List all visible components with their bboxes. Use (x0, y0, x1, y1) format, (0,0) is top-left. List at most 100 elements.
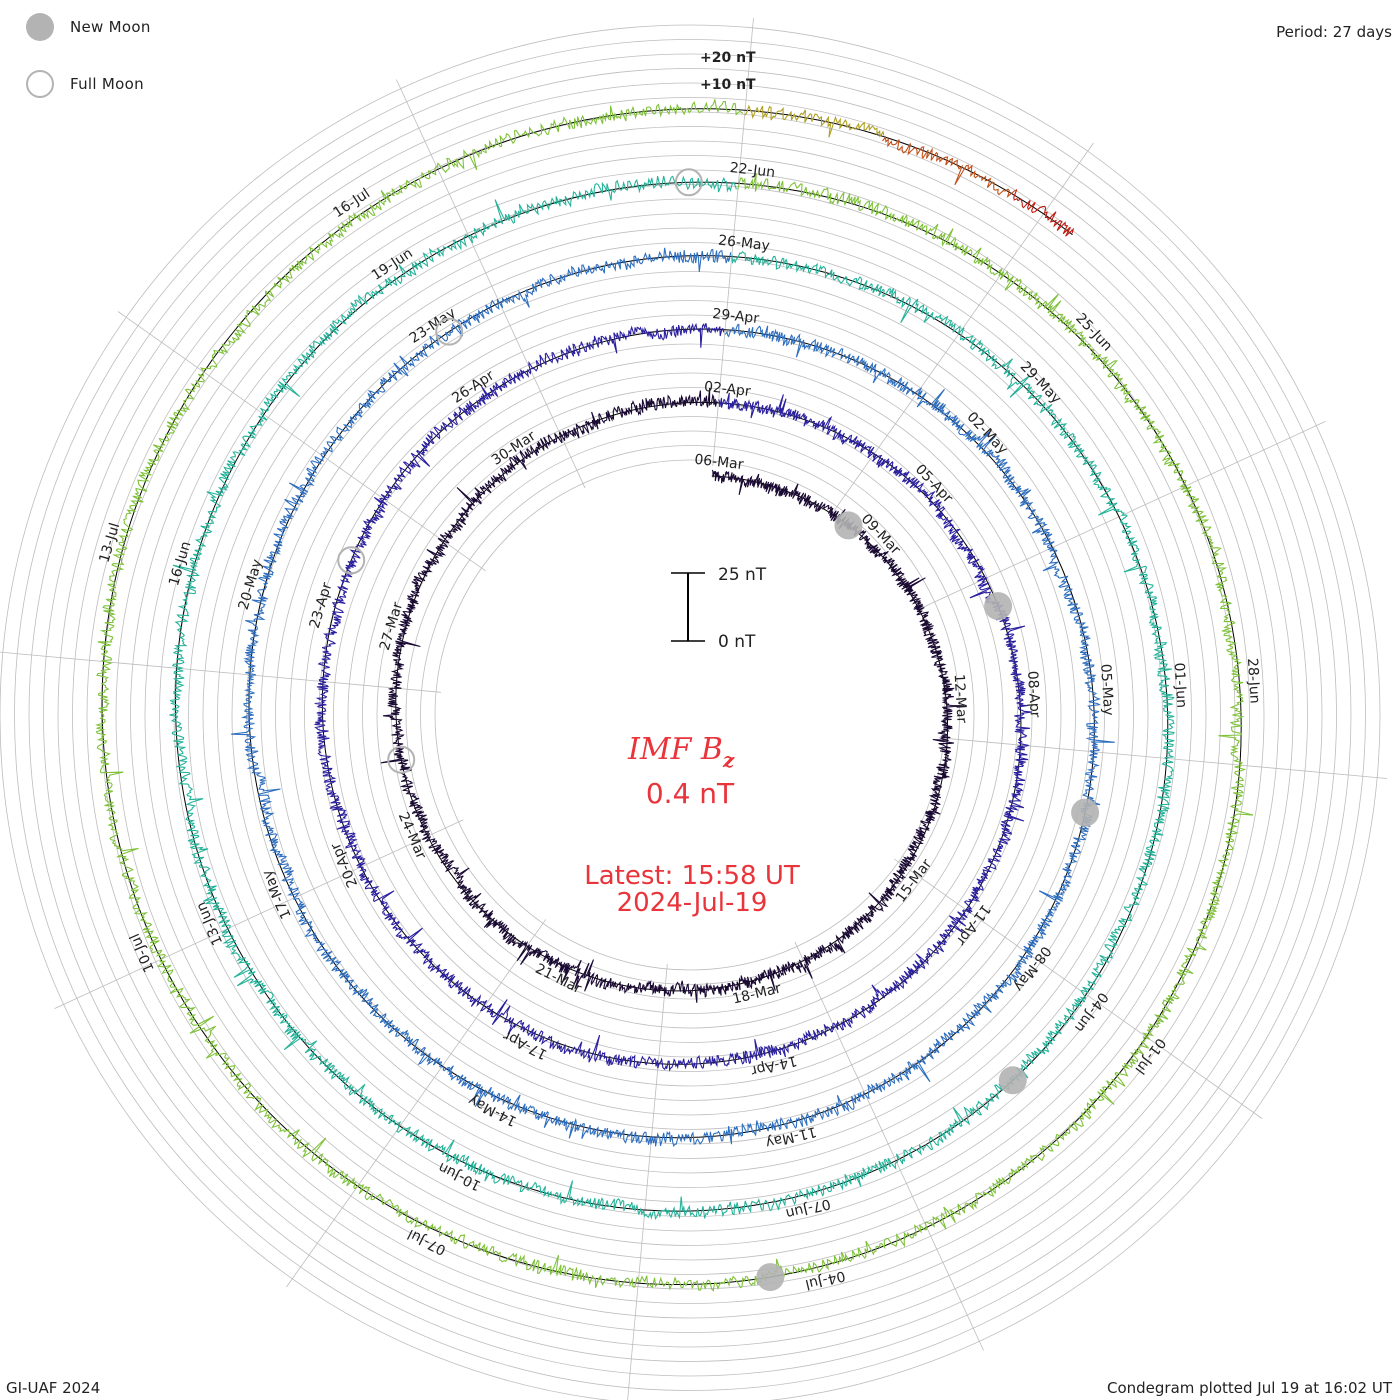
grid-ring-8 (318, 343, 1062, 1087)
date-label-01-Jul: 01-Jul (1132, 1035, 1169, 1077)
date-label-22-Jun: 22-Jun (729, 160, 776, 181)
footer-plotted: Condegram plotted Jul 19 at 16:02 UT (1106, 1379, 1392, 1397)
grid-spoke-2 (916, 421, 1326, 611)
series-rotation-7 (882, 135, 1017, 198)
baseline-spiral (101, 108, 1242, 1285)
date-label-29-Apr: 29-Apr (712, 306, 761, 327)
series-rotation-5 (95, 97, 1254, 1292)
series-rotation-2 (314, 322, 1032, 1072)
date-label-04-Jun: 04-Jun (1071, 989, 1111, 1035)
grid-spoke-9 (0, 651, 442, 693)
grid-ring-3 (391, 416, 989, 1014)
date-label-26-May: 26-May (717, 233, 770, 255)
grid-ring-11 (275, 300, 1105, 1130)
grid-ring-1 (420, 445, 960, 985)
period-label: Period: 27 days (1276, 23, 1392, 41)
footer-credit: GI-UAF 2024 (6, 1379, 101, 1397)
current-value: 0.4 nT (646, 777, 735, 810)
grid-ring-2 (405, 430, 975, 1000)
series-rotation-1 (380, 387, 965, 1003)
full-moon-marker-0 (387, 745, 416, 774)
new-moon-marker-3 (998, 1066, 1027, 1095)
new-moon-marker-4 (756, 1263, 785, 1292)
grid-ring-29 (14, 39, 1366, 1391)
series-rotation-6 (744, 104, 885, 138)
chart-title-subscript: z (722, 748, 735, 772)
date-label-07-Jul: 07-Jul (405, 1226, 448, 1258)
date-label-10-Jun: 10-Jun (436, 1159, 484, 1194)
new-moon-marker-1 (984, 592, 1013, 621)
date-label-05-Apr: 05-Apr (912, 462, 956, 507)
ring-offset-label-10: +10 nT (700, 77, 756, 93)
series-rotation-3 (231, 247, 1115, 1148)
date-label-19-Jun: 19-Jun (369, 245, 416, 283)
legend-new-moon: New Moon (26, 13, 151, 41)
grid-ring-15 (217, 242, 1163, 1188)
grid-spoke-6 (627, 963, 668, 1400)
legend-full-moon: Full Moon (26, 70, 144, 98)
grid-ring-26 (57, 82, 1323, 1348)
date-label-14-May: 14-May (466, 1092, 520, 1129)
series-rotation-4 (169, 175, 1176, 1221)
chart-title-main: IMF B (627, 732, 723, 767)
grid-ring-17 (188, 213, 1192, 1217)
grid-spoke-11 (396, 79, 586, 489)
grid-ring-27 (43, 68, 1337, 1362)
date-label-23-May: 23-May (407, 305, 459, 347)
date-label-02-Apr: 02-Apr (703, 379, 752, 400)
grid-ring-10 (289, 314, 1091, 1116)
date-label-05-May: 05-May (1097, 663, 1116, 716)
grid-ring-21 (130, 155, 1250, 1275)
full-moon-marker-2 (435, 317, 464, 346)
moon-layer (337, 168, 1100, 1292)
legend-full-moon-label: Full Moon (70, 75, 144, 93)
latest-time: Latest: 15:58 UT (584, 861, 800, 891)
grid-spoke-8 (54, 819, 464, 1009)
grid-ring-25 (72, 97, 1308, 1333)
date-label-13-Jun: 13-Jun (193, 899, 226, 947)
date-label-06-Mar: 06-Mar (694, 452, 745, 474)
grid-ring-6 (347, 372, 1033, 1058)
grid-ring-4 (376, 401, 1004, 1029)
grid-spoke-7 (286, 919, 547, 1288)
grid-ring-13 (246, 271, 1134, 1159)
grid-ring-23 (101, 126, 1279, 1304)
date-label-04-Jul: 04-Jul (804, 1267, 847, 1292)
date-label-28-Jun: 28-Jun (1244, 658, 1263, 704)
latest-date: 2024-Jul-19 (617, 888, 768, 918)
grid-ring-22 (115, 140, 1265, 1290)
date-label-26-Apr: 26-Apr (449, 367, 497, 406)
scale-bar-bottom-label: 0 nT (718, 632, 756, 652)
new-moon-icon (26, 13, 54, 41)
grid-ring-16 (202, 227, 1178, 1203)
grid-ring-28 (28, 53, 1352, 1377)
date-label-01-Jun: 01-Jun (1171, 662, 1190, 708)
grid-spoke-0 (712, 17, 754, 467)
grid-spoke-1 (833, 142, 1094, 511)
date-label-08-Apr: 08-Apr (1024, 670, 1043, 718)
grid-ring-12 (260, 285, 1120, 1145)
grid-spoke-3 (938, 737, 1388, 779)
full-moon-icon (26, 70, 54, 98)
grid-ring-18 (173, 198, 1207, 1232)
new-moon-marker-2 (1071, 798, 1100, 827)
date-label-12-Mar: 12-Mar (951, 674, 970, 724)
full-moon-marker-3 (674, 168, 703, 197)
grid-ring-7 (333, 358, 1047, 1072)
series-rotation-8 (1013, 189, 1075, 237)
date-label-09-Mar: 09-Mar (858, 511, 904, 558)
grid-spoke-4 (894, 858, 1263, 1119)
grid-layer (0, 17, 1388, 1400)
legend-new-moon-label: New Moon (70, 18, 151, 36)
grid-spoke-5 (794, 941, 984, 1351)
chart-title: IMF Bz (627, 732, 735, 772)
grid-ring-30 (0, 24, 1381, 1400)
series-layer (95, 97, 1254, 1292)
ring-offset-label-20: +20 nT (700, 50, 756, 66)
scale-bar-top-label: 25 nT (718, 565, 767, 585)
scale-bar: 25 nT 0 nT (671, 565, 767, 652)
grid-spoke-10 (117, 311, 486, 572)
new-moon-marker-0 (834, 511, 863, 540)
full-moon-marker-1 (337, 546, 366, 575)
